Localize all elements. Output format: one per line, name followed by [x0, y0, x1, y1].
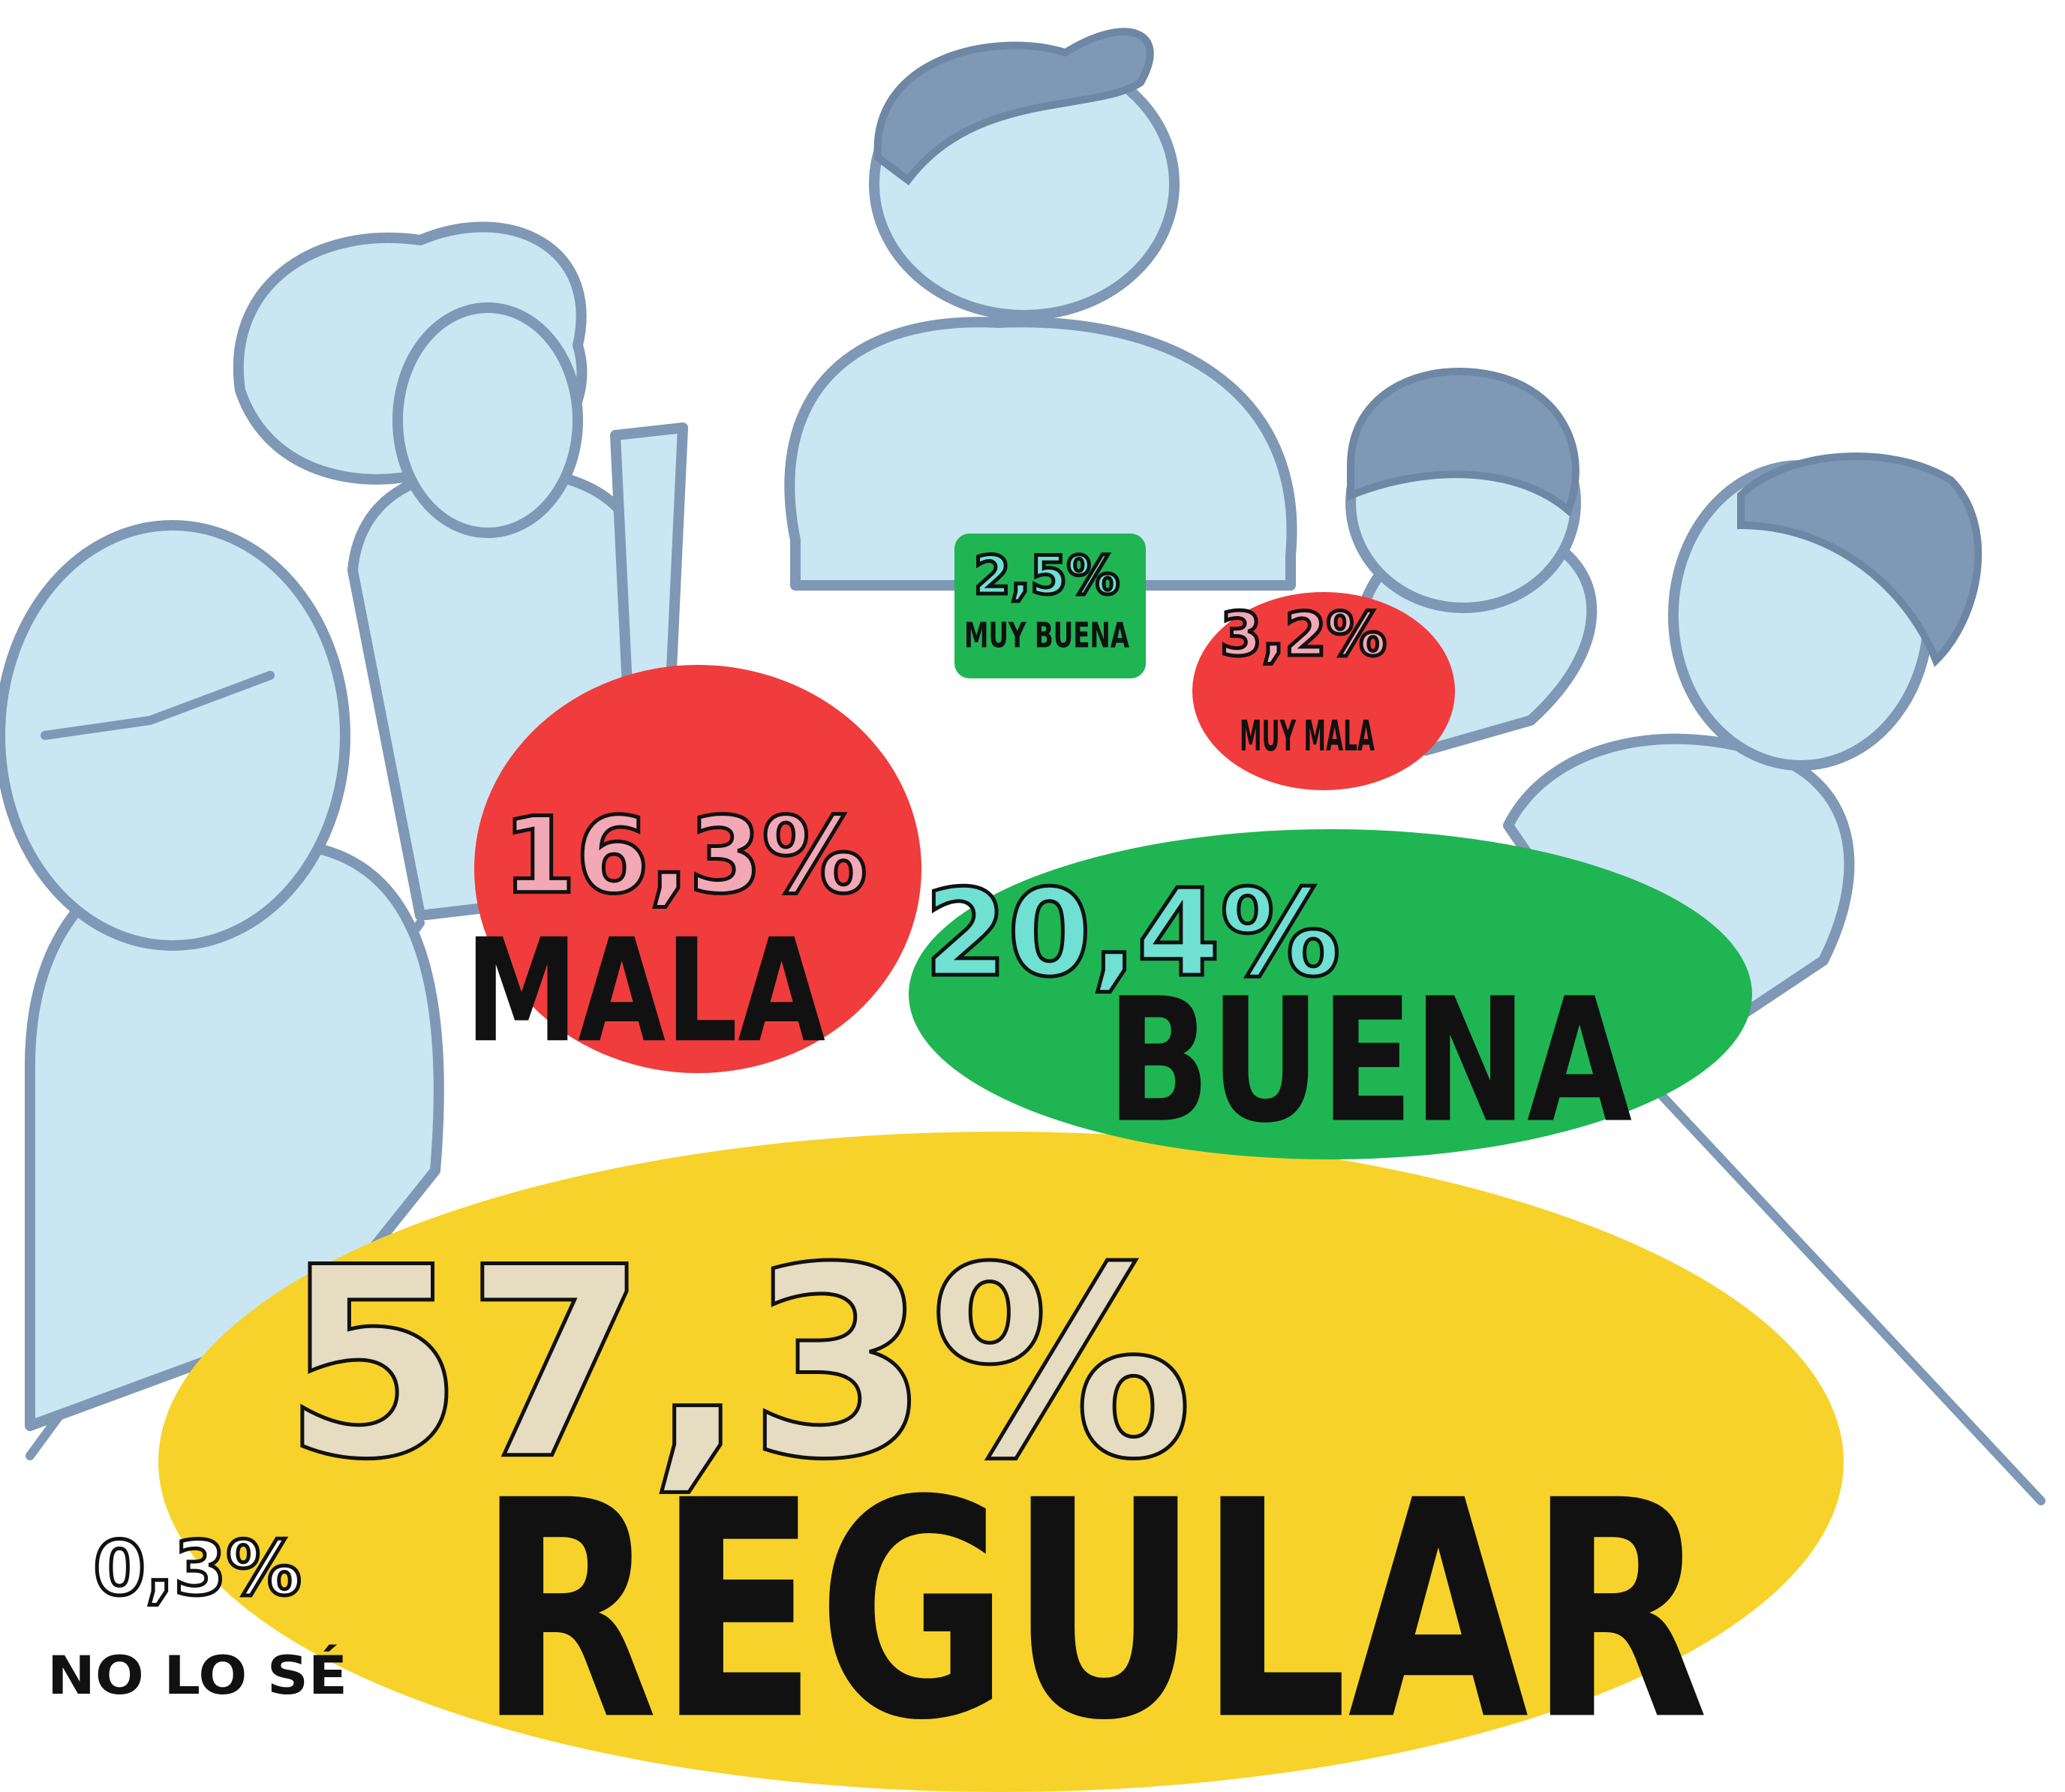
- label: NO LO SÉ: [47, 1645, 347, 1706]
- illustration: 57,3% REGULAR 20,4% BUENA 16,3% MALA 3,2…: [0, 0, 2065, 1792]
- percent: 2,5%: [974, 545, 1120, 606]
- label: BUENA: [1107, 961, 1632, 1161]
- label: REGULAR: [478, 1437, 1709, 1786]
- percent: 3,2%: [1220, 600, 1387, 669]
- label: MALA: [465, 908, 825, 1074]
- percent: 16,3%: [503, 795, 867, 918]
- label: MUY MALA: [1240, 712, 1375, 761]
- page: {"items": [ {"percent": "57,3%", "label"…: [0, 0, 2065, 1792]
- label: MUY BUENA: [964, 615, 1129, 656]
- percent: 0,3%: [93, 1524, 301, 1612]
